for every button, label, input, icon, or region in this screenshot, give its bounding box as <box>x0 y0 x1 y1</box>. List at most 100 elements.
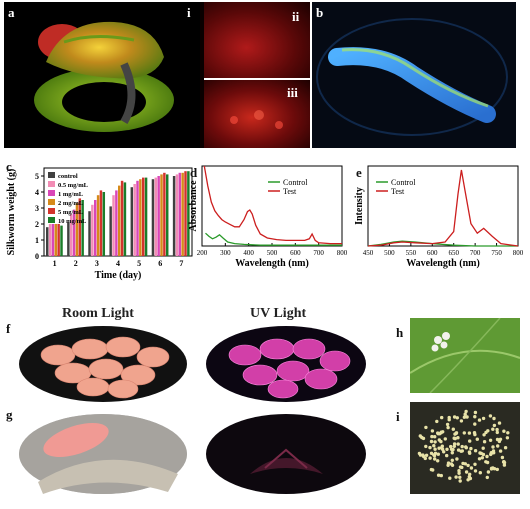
egg <box>443 437 447 441</box>
egg <box>449 462 454 466</box>
bar <box>67 222 70 256</box>
egg <box>451 427 455 431</box>
legend-swatch <box>48 208 55 214</box>
egg <box>436 459 440 463</box>
egg <box>457 471 461 475</box>
egg <box>491 445 495 449</box>
egg <box>432 444 436 448</box>
egg <box>433 457 437 461</box>
egg <box>462 431 466 435</box>
series-line-control <box>205 232 342 246</box>
series-line-control <box>367 240 518 247</box>
bar <box>163 172 166 256</box>
photo-b-uv-silkworm <box>312 2 516 148</box>
bar <box>175 174 179 256</box>
egg <box>442 450 446 454</box>
legend-label: 1 mg/mL <box>58 191 84 198</box>
egg <box>433 435 437 439</box>
panel-label-d: d <box>190 165 198 180</box>
egg <box>418 434 422 438</box>
egg <box>466 463 470 468</box>
egg <box>502 429 506 433</box>
egg <box>473 422 477 426</box>
egg <box>473 415 477 419</box>
egg <box>417 451 422 456</box>
bar <box>109 206 112 256</box>
photo-i-eggs-pile <box>410 402 520 494</box>
egg <box>430 429 435 433</box>
x-tick-label: 600 <box>290 249 301 257</box>
x-tick-label: 800 <box>337 249 348 257</box>
egg <box>452 442 457 446</box>
egg <box>440 446 444 450</box>
bar <box>54 224 58 256</box>
egg <box>496 444 500 448</box>
y-tick-label: 4 <box>35 188 39 197</box>
egg <box>446 463 450 467</box>
egg <box>502 463 507 467</box>
chart-c-silkworm-weight: 0 1 2 3 4 5 1 2 3 4 5 6 7 Time (day) Silkworm weight (… <box>6 167 193 281</box>
egg <box>439 439 443 444</box>
egg <box>481 416 486 421</box>
egg <box>472 431 477 435</box>
panel-label-a: a <box>8 5 15 20</box>
egg <box>477 457 482 461</box>
bar <box>184 171 187 256</box>
egg <box>488 414 493 418</box>
bar <box>75 203 79 256</box>
egg <box>459 449 463 453</box>
x-tick-label: 500 <box>267 249 278 257</box>
legend-swatch <box>48 190 55 196</box>
egg <box>449 444 453 449</box>
egg <box>486 470 491 474</box>
egg <box>478 471 482 475</box>
egg <box>481 446 485 450</box>
egg <box>464 409 468 414</box>
legend-label: 10 mg/mL <box>58 218 87 225</box>
egg <box>473 410 478 415</box>
egg <box>433 447 437 451</box>
bar <box>81 200 84 256</box>
chart-e-intensity: 450 500 550 600 650 700 750 800 Wavelength (nm) I… <box>354 165 524 269</box>
egg <box>502 460 506 464</box>
bar <box>118 185 121 256</box>
x-tick-label: 550 <box>406 249 417 257</box>
bar <box>78 198 82 256</box>
panel-label-c: c <box>6 159 12 174</box>
egg <box>492 423 497 428</box>
y-tick-label: 5 <box>35 172 39 181</box>
egg <box>464 446 468 450</box>
panel-label-e: e <box>356 165 362 180</box>
egg <box>441 430 445 434</box>
y-tick-label: 2 <box>35 220 39 229</box>
egg <box>473 449 478 453</box>
legend-label: Test <box>391 187 405 196</box>
egg <box>484 460 488 464</box>
plot-frame <box>367 165 519 247</box>
egg <box>469 466 474 470</box>
panel-label-iii: iii <box>287 85 298 100</box>
egg <box>495 467 499 472</box>
x-tick-label: 400 <box>243 249 254 257</box>
egg <box>454 431 459 435</box>
bar <box>123 182 127 256</box>
egg <box>436 452 440 456</box>
egg <box>455 416 459 420</box>
x-tick-label: 2 <box>74 259 78 268</box>
x-tick-label: 200 <box>197 249 208 257</box>
egg <box>482 433 486 437</box>
egg <box>448 476 452 480</box>
panel-label-f: f <box>6 321 11 336</box>
egg <box>447 415 451 420</box>
egg <box>428 456 432 460</box>
bar <box>166 174 169 256</box>
egg <box>481 452 486 457</box>
egg <box>473 469 478 473</box>
bar <box>136 180 139 256</box>
x-axis-label: Wavelength (nm) <box>235 258 309 269</box>
photo-f-cocoons-uv-light <box>205 325 367 403</box>
egg <box>500 455 505 460</box>
egg <box>467 450 472 454</box>
egg <box>464 470 469 474</box>
x-axis-label: Time (day) <box>95 270 142 281</box>
